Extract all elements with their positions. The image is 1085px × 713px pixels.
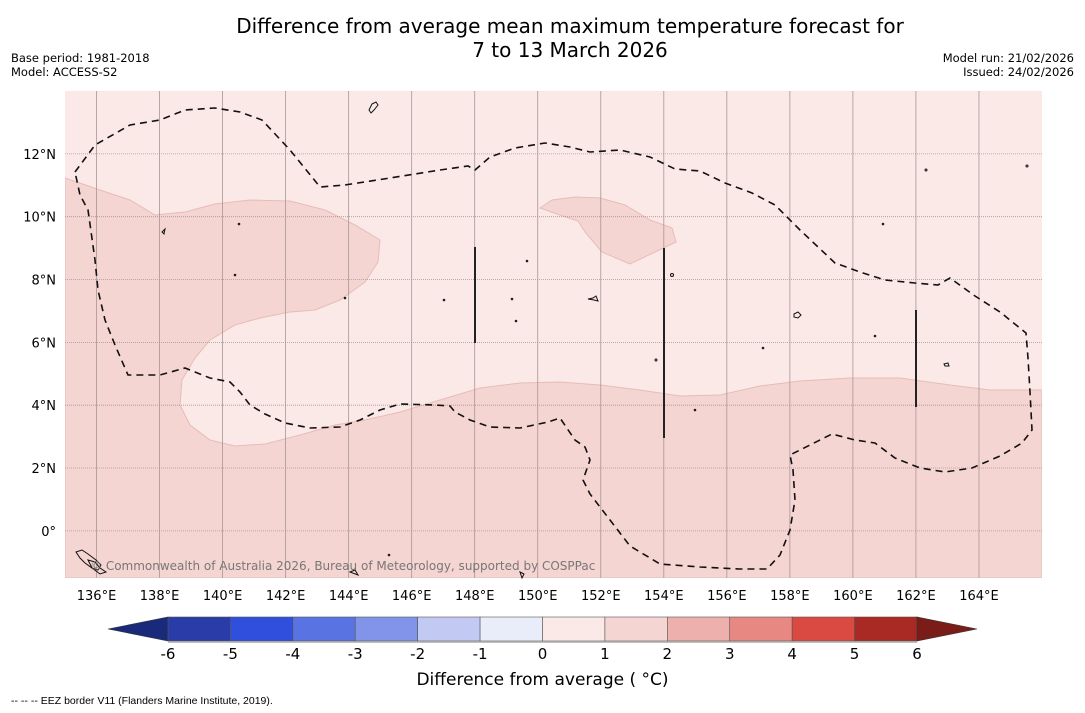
title-line-2: 7 to 13 March 2026 [472, 38, 668, 62]
colorbar-tick-label: -2 [410, 645, 425, 663]
colorbar-bin [354, 616, 418, 642]
colorbar-bin [667, 616, 731, 642]
colorbar-tick-label: -3 [348, 645, 363, 663]
colorbar-tick-label: 1 [600, 645, 610, 663]
lat-tick-label: 2°N [32, 462, 57, 477]
lon-tick-label: 162°E [896, 589, 936, 604]
colorbar-tick-label: 0 [538, 645, 548, 663]
colorbar-bin [417, 616, 481, 642]
island-dot [761, 346, 765, 350]
copyright-text: © Commonwealth of Australia 2026, Bureau… [90, 559, 595, 573]
colorbar-bin [604, 616, 668, 642]
island-dot [873, 334, 877, 338]
issued-date: Issued: 24/02/2026 [963, 65, 1074, 79]
colorbar-tick-label: -4 [285, 645, 300, 663]
colorbar-bin [167, 616, 231, 642]
eez-border-north [74, 107, 1033, 570]
island-dot [510, 297, 514, 301]
colorbar-tick-label: 6 [912, 645, 922, 663]
eez-border [74, 107, 1033, 570]
lon-tick-label: 142°E [266, 589, 306, 604]
island-dot [670, 273, 674, 277]
meta-right: Model run: 21/02/2026 Issued: 24/02/2026 [943, 51, 1074, 79]
island-dot [442, 298, 446, 302]
lon-tick-label: 156°E [707, 589, 747, 604]
colorbar-tick-label: -6 [161, 645, 176, 663]
base-period: Base period: 1981-2018 [11, 51, 150, 65]
island-dot [1025, 164, 1029, 168]
lon-tick-label: 160°E [833, 589, 873, 604]
colorbar-extend-high [916, 616, 978, 642]
colorbar-extend-low [107, 616, 169, 642]
map-title: Difference from average mean maximum tem… [0, 14, 1085, 62]
colorbar-bin [542, 616, 606, 642]
colorbar: -6 -5 -4 -3 -2 -1 0 1 2 3 4 5 6 [107, 616, 978, 663]
island-dot [237, 222, 241, 226]
model-name: Model: ACCESS-S2 [11, 65, 118, 79]
colorbar-bin [230, 616, 294, 642]
colorbar-bin [729, 616, 793, 642]
island-dot [387, 553, 391, 557]
lon-tick-label: 144°E [329, 589, 369, 604]
lat-tick-label: 6°N [32, 336, 57, 351]
colorbar-bin [292, 616, 356, 642]
island-dot [525, 259, 529, 263]
lon-tick-label: 154°E [644, 589, 684, 604]
island-dot [924, 168, 928, 172]
lon-tick-label: 158°E [770, 589, 810, 604]
category-region-1-2-patch [538, 196, 677, 265]
island-guam [368, 101, 379, 114]
island-dot [233, 273, 237, 277]
title-line-1: Difference from average mean maximum tem… [236, 14, 904, 38]
colorbar-tick-label: 2 [663, 645, 673, 663]
meta-left: Base period: 1981-2018 Model: ACCESS-S2 [11, 51, 150, 79]
colorbar-tick-label: 3 [725, 645, 735, 663]
island-dot [514, 319, 518, 323]
islands [75, 101, 1029, 580]
lon-tick-label: 140°E [203, 589, 243, 604]
lon-tick-label: 148°E [455, 589, 495, 604]
lat-tick-label: 4°N [32, 399, 57, 414]
lon-tick-label: 146°E [392, 589, 432, 604]
colorbar-tick-label: -5 [223, 645, 238, 663]
colorbar-tick-label: -1 [473, 645, 488, 663]
plot-area: © Commonwealth of Australia 2026, Bureau… [23, 91, 1042, 604]
axis-tick-labels: 136°E 138°E 140°E 142°E 144°E 146°E 148°E 150°E… [23, 148, 999, 604]
island-chuuk [587, 295, 599, 302]
lat-tick-label: 10°N [23, 211, 56, 226]
lon-tick-label: 136°E [77, 589, 117, 604]
island-misc-1 [348, 569, 525, 580]
colorbar-tick-label: 4 [787, 645, 797, 663]
model-run: Model run: 21/02/2026 [942, 51, 1074, 65]
colorbar-bin [854, 616, 918, 642]
island-dot [881, 222, 885, 226]
lat-tick-label: 0° [41, 525, 56, 540]
island-kosrae [943, 362, 950, 367]
lat-tick-label: 8°N [32, 274, 57, 289]
colorbar-bin [791, 616, 855, 642]
island-dot [343, 296, 347, 300]
island-dot [693, 408, 697, 412]
colorbar-label: Difference from average ( °C) [416, 670, 669, 690]
eez-legend-note: -- -- -- EEZ border V11 (Flanders Marine… [11, 695, 273, 707]
lon-tick-label: 150°E [518, 589, 558, 604]
island-new-guinea-islands [75, 549, 108, 575]
colorbar-bin [479, 616, 543, 642]
lon-tick-label: 164°E [959, 589, 999, 604]
boundary-lines [474, 247, 917, 438]
island-dot [654, 358, 658, 362]
map-grid [65, 91, 1042, 578]
colorbar-tick-label: 5 [850, 645, 860, 663]
lon-tick-label: 138°E [140, 589, 180, 604]
lon-tick-label: 152°E [581, 589, 621, 604]
lat-tick-label: 12°N [23, 148, 56, 163]
island-yap [161, 227, 166, 236]
island-pohnpei [793, 311, 802, 319]
